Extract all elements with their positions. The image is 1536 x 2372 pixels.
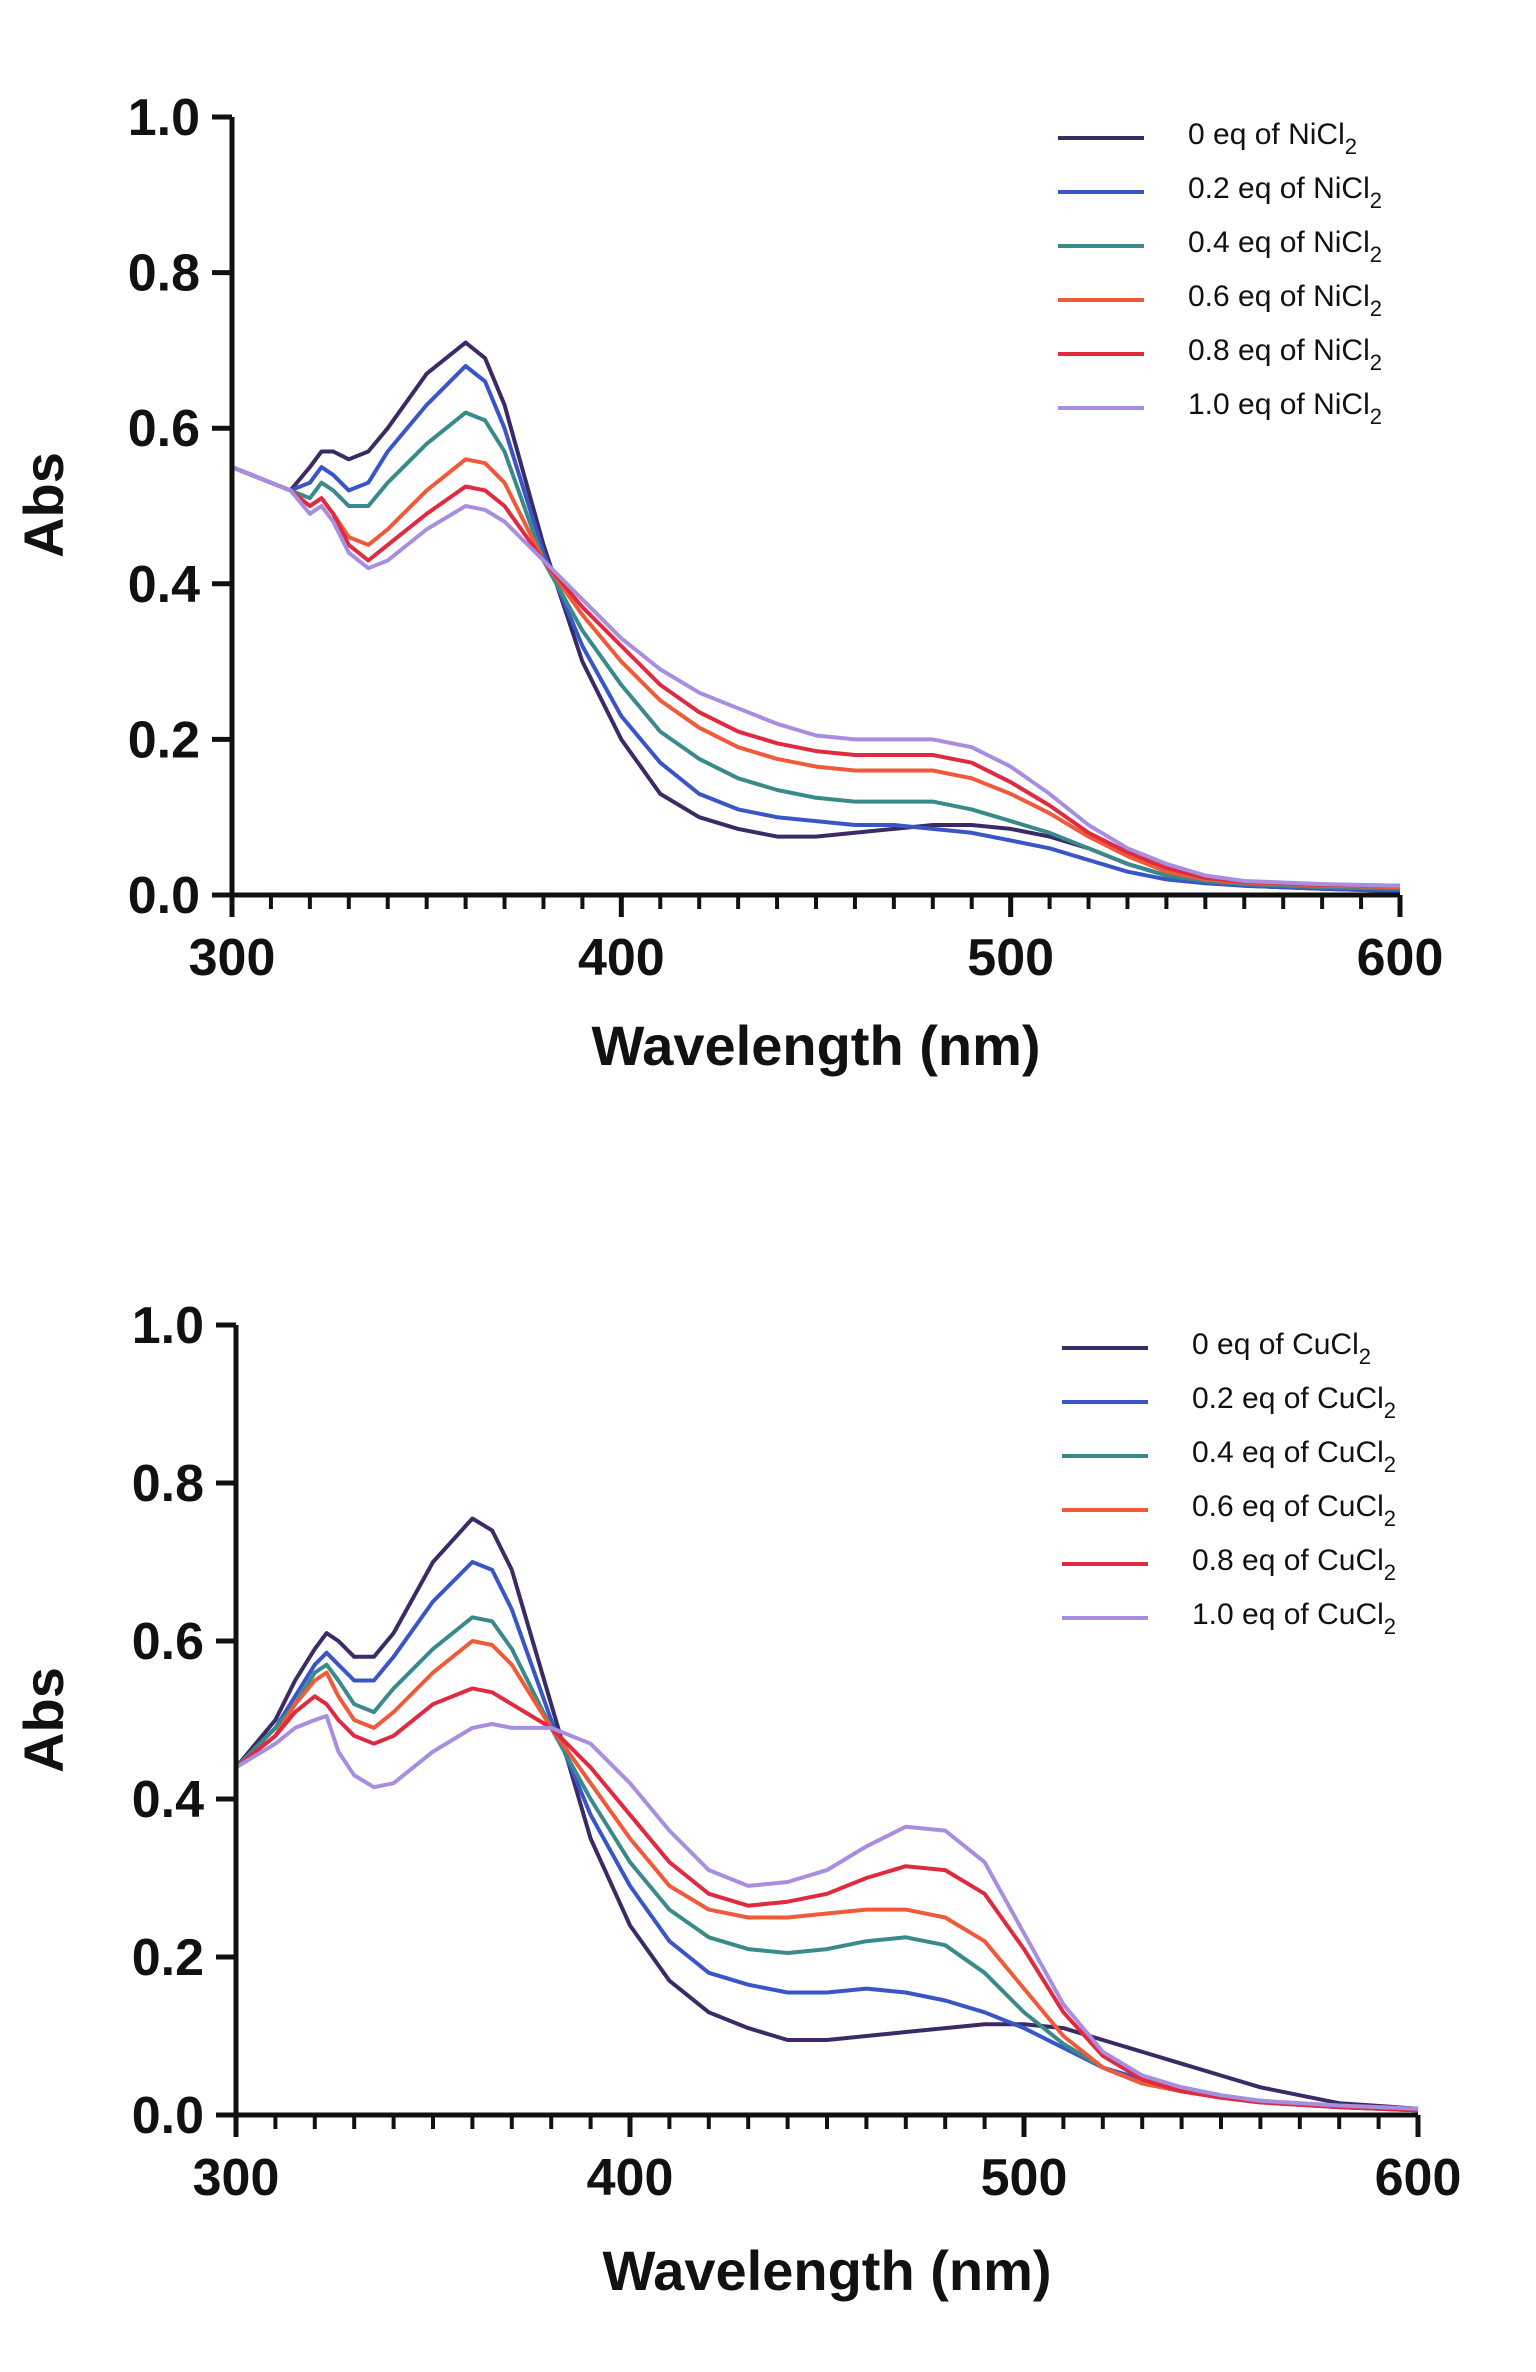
series-line-5 [231, 465, 1401, 888]
y-tick-label: 0.6 [132, 1613, 204, 1671]
y-tick-label: 0.8 [128, 245, 200, 303]
legend-subscript: 2 [1384, 1398, 1396, 1423]
series-line-0 [234, 1516, 1419, 2111]
legend-label: 0.6 eq of NiCl2 [1188, 280, 1382, 321]
chart-2: 300 400 500 600 0.0 0.2 0.4 0.6 0.8 1.0 Wavelength… [12, 1297, 1461, 2302]
legend-subscript: 2 [1384, 1506, 1396, 1531]
y-tick-label: 0.8 [132, 1455, 204, 1513]
y-axis-label: Abs [12, 1667, 75, 1773]
series-line-4 [234, 1686, 1419, 2113]
legend-label: 0.2 eq of NiCl2 [1188, 172, 1382, 213]
series-line-4 [231, 465, 1401, 888]
legend-subscript: 2 [1370, 296, 1382, 321]
legend-subscript: 2 [1345, 134, 1357, 159]
legend-subscript: 2 [1370, 350, 1382, 375]
legend-label: 0 eq of CuCl2 [1192, 1328, 1371, 1369]
legend-subscript: 2 [1384, 1452, 1396, 1477]
legend-label: 0 eq of NiCl2 [1188, 118, 1357, 159]
x-tick-label: 400 [587, 2149, 674, 2207]
legend-label: 0.2 eq of CuCl2 [1192, 1382, 1396, 1423]
y-tick-label: 0.4 [128, 556, 200, 614]
x-tick-label: 400 [578, 929, 665, 987]
x-tick-label: 300 [189, 929, 276, 987]
legend-subscript: 2 [1370, 242, 1382, 267]
series-line-0 [231, 340, 1401, 894]
x-axis-label: Wavelength (nm) [602, 2239, 1051, 2302]
x-axis-label: Wavelength (nm) [591, 1014, 1040, 1077]
y-tick-label: 0.2 [128, 711, 200, 769]
series-line-3 [234, 1639, 1419, 2113]
y-tick-label: 0.0 [128, 867, 200, 925]
legend: 0 eq of NiCl2 0.2 eq of NiCl2 0.4 eq of Ni… [1058, 118, 1382, 429]
y-tick-label: 1.0 [128, 89, 200, 147]
y-tick-label: 0.4 [132, 1771, 204, 1829]
legend-label: 0.4 eq of NiCl2 [1188, 226, 1382, 267]
x-tick-label: 600 [1357, 929, 1444, 987]
legend-subscript: 2 [1370, 188, 1382, 213]
legend-subscript: 2 [1384, 1560, 1396, 1585]
series-line-5 [234, 1714, 1419, 2111]
y-axis-label: Abs [12, 452, 75, 558]
legend-subscript: 2 [1359, 1344, 1371, 1369]
legend-label: 1.0 eq of CuCl2 [1192, 1598, 1396, 1639]
series-line-1 [231, 364, 1401, 894]
series-line-1 [234, 1560, 1419, 2113]
legend-label: 0.6 eq of CuCl2 [1192, 1490, 1396, 1531]
y-tick-label: 1.0 [132, 1297, 204, 1355]
legend-label: 0.8 eq of CuCl2 [1192, 1544, 1396, 1585]
legend-subscript: 2 [1370, 404, 1382, 429]
x-tick-label: 500 [967, 929, 1054, 987]
legend-label: 1.0 eq of NiCl2 [1188, 388, 1382, 429]
legend-label: 0.4 eq of CuCl2 [1192, 1436, 1396, 1477]
x-tick-label: 500 [981, 2149, 1068, 2207]
x-tick-label: 600 [1375, 2149, 1462, 2207]
series-line-2 [231, 410, 1401, 891]
y-tick-label: 0.2 [132, 1929, 204, 1987]
y-tick-label: 0.0 [132, 2087, 204, 2145]
legend-label: 0.8 eq of NiCl2 [1188, 334, 1382, 375]
chart-1: 300 400 500 600 0.0 0.2 0.4 0.6 0.8 1.0 Wavelength… [12, 89, 1443, 1077]
y-tick-label: 0.6 [128, 400, 200, 458]
legend-subscript: 2 [1384, 1614, 1396, 1639]
legend: 0 eq of CuCl2 0.2 eq of CuCl2 0.4 eq of Cu… [1062, 1328, 1396, 1639]
x-tick-label: 300 [193, 2149, 280, 2207]
